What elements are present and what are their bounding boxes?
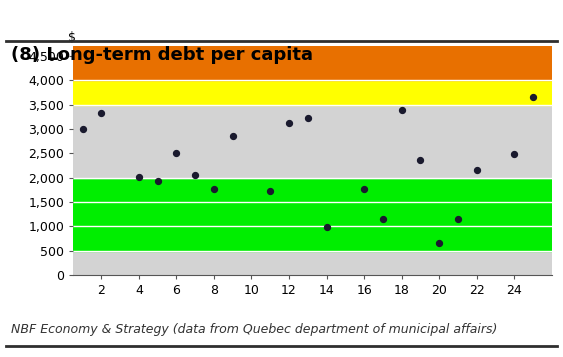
Point: [529, 94, 538, 100]
Point: [191, 172, 200, 177]
Point: [228, 133, 237, 139]
Point: [78, 126, 87, 132]
Bar: [73, 178, 552, 251]
Point: [453, 217, 462, 222]
Text: $: $: [69, 31, 77, 44]
Point: [510, 151, 519, 157]
Point: [472, 167, 481, 173]
Point: [97, 110, 106, 116]
Point: [284, 120, 293, 126]
Point: [378, 217, 387, 222]
Text: NBF Economy & Strategy (data from Quebec department of municipal affairs): NBF Economy & Strategy (data from Quebec…: [11, 323, 498, 336]
Point: [435, 240, 444, 246]
Bar: [73, 46, 552, 80]
Bar: [73, 105, 552, 178]
Point: [266, 188, 275, 194]
Point: [153, 178, 162, 184]
Point: [360, 186, 369, 192]
Point: [209, 186, 218, 192]
Bar: [73, 251, 552, 275]
Text: (8) Long-term debt per capita: (8) Long-term debt per capita: [11, 46, 313, 64]
Point: [135, 174, 144, 180]
Bar: [73, 80, 552, 105]
Point: [322, 224, 331, 230]
Point: [303, 115, 312, 121]
Point: [397, 107, 406, 113]
Point: [416, 157, 425, 162]
Point: [172, 150, 181, 156]
